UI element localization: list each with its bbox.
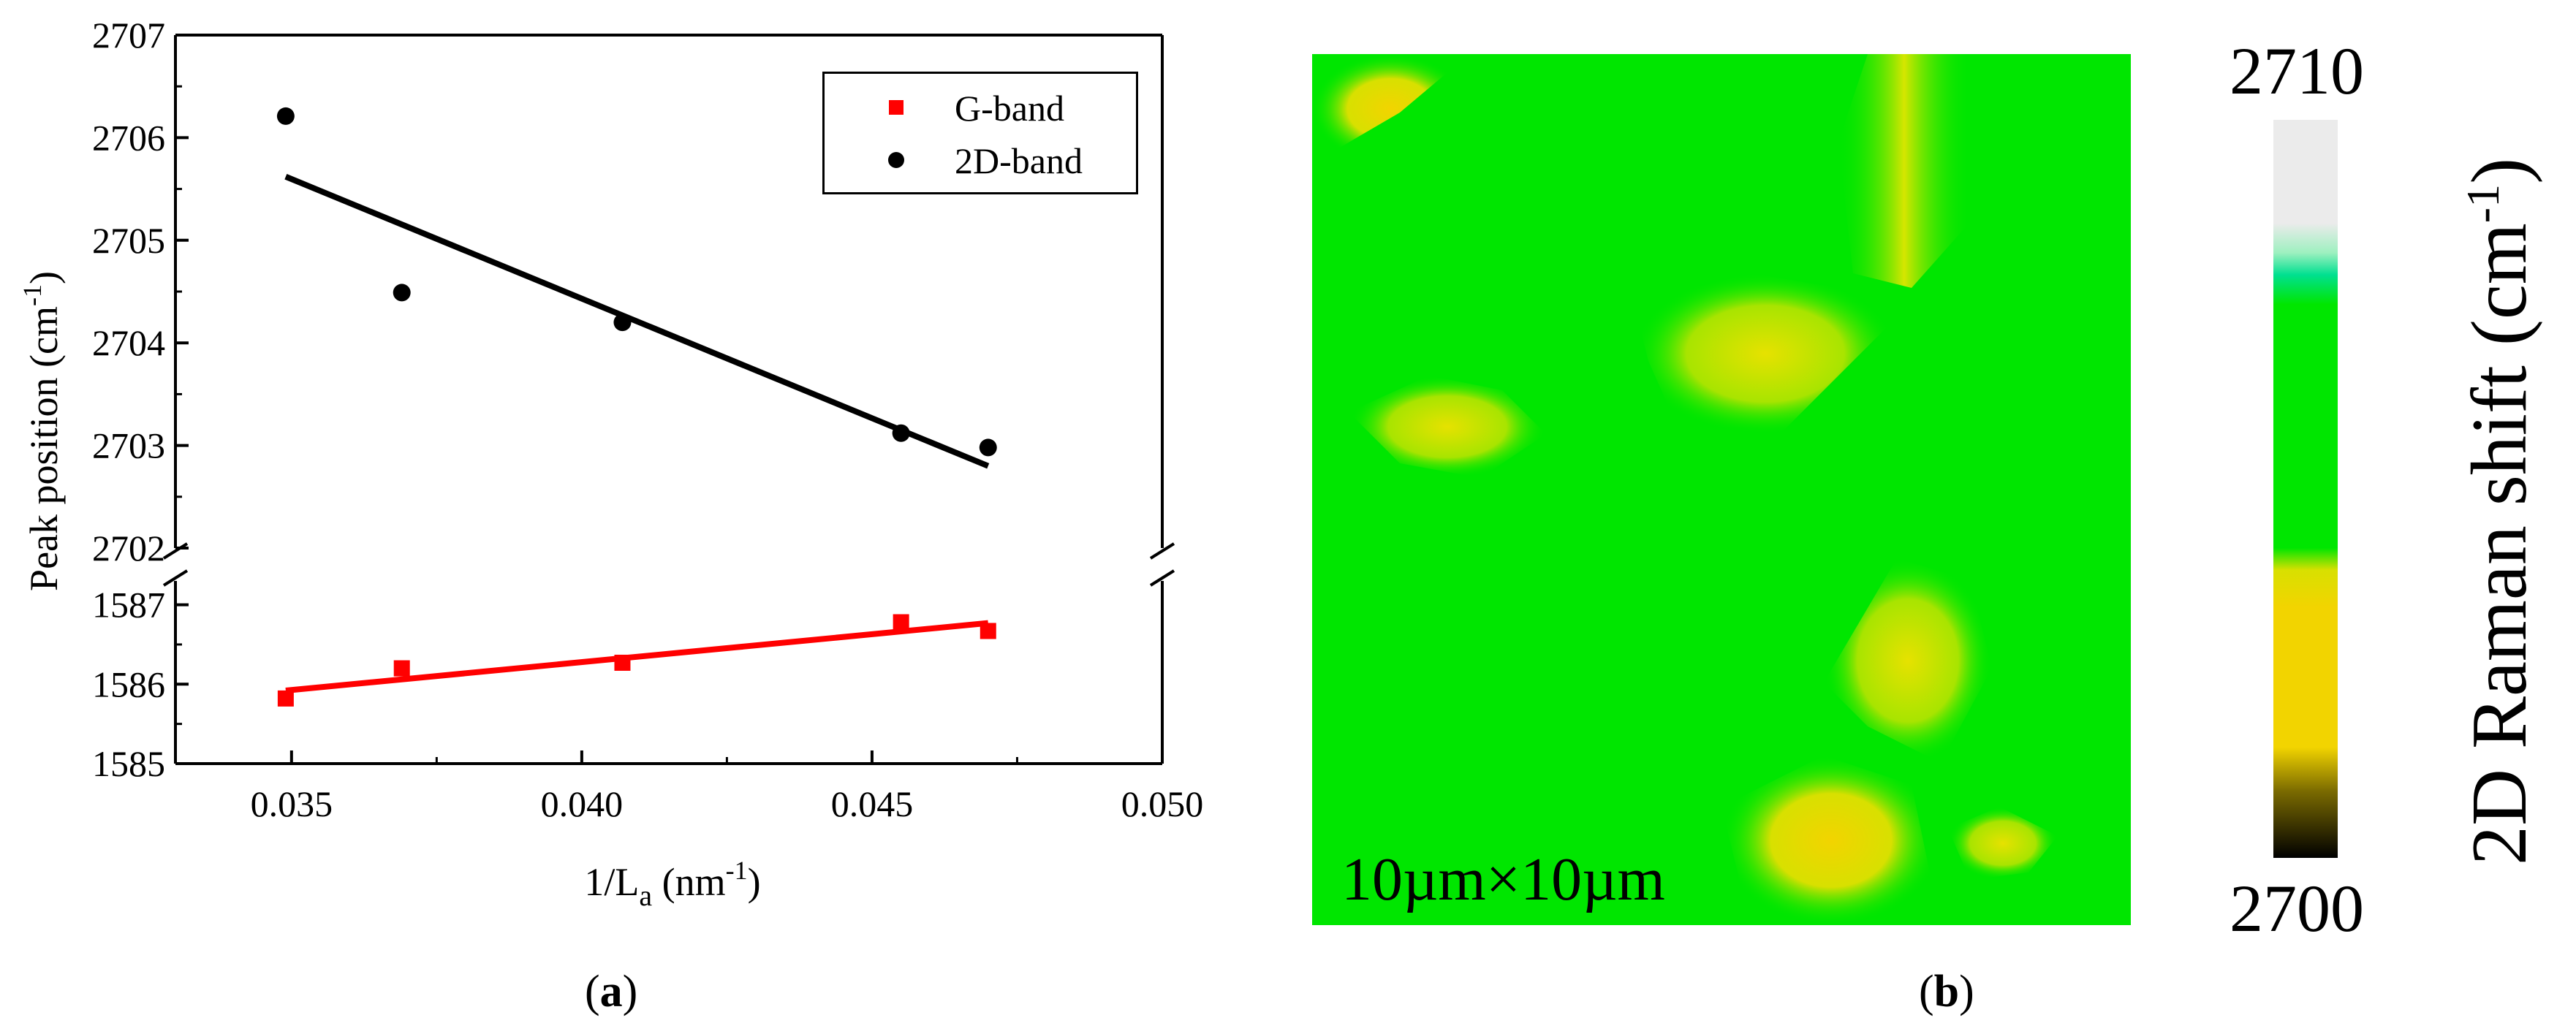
x-axis-title: 1/La (nm-1): [584, 856, 760, 912]
data-marks: [276, 107, 997, 707]
data-point-2d-band: [276, 107, 295, 125]
data-point-2d-band: [613, 313, 632, 332]
data-point-2d-band: [979, 438, 997, 457]
caption-a: (a): [585, 967, 638, 1016]
y-tick-label-upper: 2704: [92, 322, 165, 363]
fit-line-2d-band: [284, 174, 990, 469]
legend-item-2d-band: 2D-band: [825, 135, 1136, 186]
hot-region-right: [1824, 558, 1992, 763]
y-tick-label-upper: 2706: [92, 117, 165, 158]
data-point-g-band: [277, 690, 294, 707]
axis-break-mark: [1149, 569, 1175, 587]
data-point-2d-band: [393, 284, 411, 302]
hot-region-center: [1634, 273, 1897, 434]
data-point-g-band: [893, 614, 909, 631]
y-tick-label-lower: 1585: [92, 743, 165, 784]
legend: G-band 2D-band: [822, 72, 1138, 194]
colorbar-max-label: 2710: [2230, 34, 2364, 108]
legend-item-g-band: G-band: [825, 83, 1136, 134]
y-tick-label-lower: 1586: [92, 664, 165, 704]
hot-region-bottom: [1721, 756, 1941, 925]
hot-region-corner: [1312, 54, 1469, 164]
y-tick-label-upper: 2702: [92, 528, 165, 569]
legend-circle-marker: [888, 152, 904, 168]
y-tick-label-upper: 2705: [92, 220, 165, 261]
data-point-g-band: [980, 623, 996, 639]
heatmap-svg: [1312, 54, 2058, 925]
axis-break-mark: [162, 542, 189, 560]
x-tick-label: 0.050: [1121, 783, 1204, 824]
legend-label-2d-band: 2D-band: [955, 140, 1083, 181]
data-point-g-band: [614, 654, 631, 671]
colorbar: [2273, 120, 2338, 858]
x-tick-label: 0.035: [251, 783, 333, 824]
data-point-2d-band: [892, 424, 910, 442]
colorbar-title: 2D Raman shift (cm-1): [2456, 157, 2543, 866]
y-tick-label-upper: 2703: [92, 425, 165, 466]
x-tick-label: 0.040: [541, 783, 624, 824]
data-point-g-band: [393, 660, 410, 677]
caption-b: (b): [1919, 967, 1974, 1016]
fit-line-g-band: [285, 620, 989, 693]
x-tick-label: 0.045: [831, 783, 914, 824]
raman-heatmap: 10µm×10µm: [1312, 54, 2131, 925]
y-axis-title: Peak position (cm-1): [18, 271, 66, 591]
hot-region-left: [1349, 376, 1546, 478]
axes: 0.035 0.040 0.045 0.050 2702 2703 2704 2705 2706…: [92, 15, 1203, 824]
legend-square-marker: [889, 100, 904, 115]
colorbar-min-label: 2700: [2230, 871, 2364, 946]
map-scale-label: 10µm×10µm: [1341, 845, 1665, 913]
hot-region-bottom-right: [1948, 807, 2058, 880]
hot-region-streak: [1838, 54, 1970, 288]
y-tick-label-upper: 2707: [92, 15, 165, 56]
axis-break-mark: [1149, 542, 1175, 560]
legend-label-g-band: G-band: [955, 88, 1064, 129]
axis-break-mark: [162, 569, 189, 587]
y-tick-label-lower: 1587: [92, 585, 165, 626]
chart-a-svg: 0.035 0.040 0.045 0.050 2702 2703 2704 2705 2706…: [18, 15, 1203, 912]
